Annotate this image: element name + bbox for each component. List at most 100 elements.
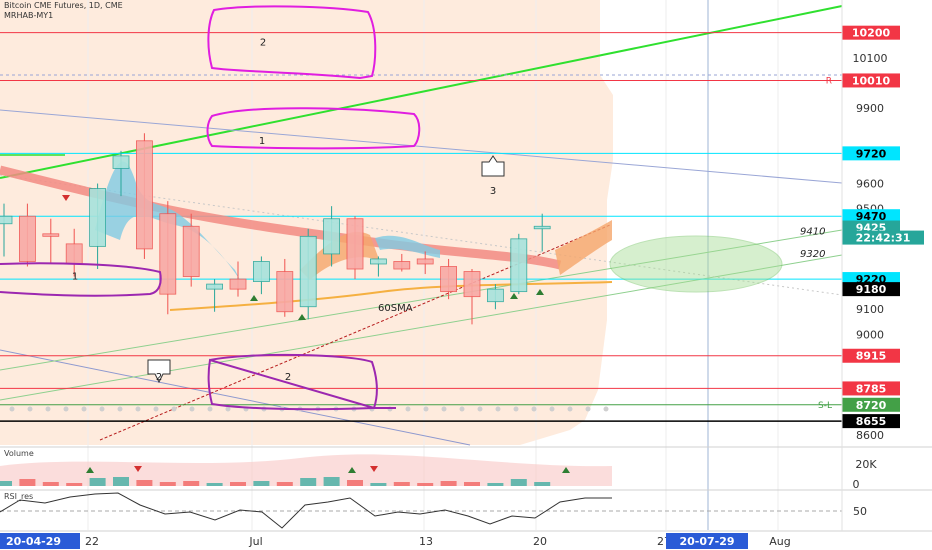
volume-bar [159,482,176,486]
volume-bar [417,483,434,486]
dot-marker [585,406,591,412]
price-label-box-2 [842,146,900,161]
x-label-0: 20-04-29 [6,535,61,548]
price-label-box-9 [842,381,900,396]
sma60-line [169,281,613,311]
price-tick-5: 9000 [856,328,884,341]
volume-bar [464,482,480,486]
annotation-text-1: 9320 [800,249,825,260]
volume-tick-1: 0 [853,478,860,491]
candle-body [440,266,458,293]
candle-body [89,188,106,247]
annotation-text-2: 60SMA [378,303,413,314]
candle-body [112,155,130,169]
annotation-text-7: 2 [156,372,162,383]
volume-area [0,454,612,486]
price-tick-1: 9900 [856,102,884,115]
candle-body [18,215,36,262]
rsi-line [0,492,612,529]
price-label-3: 9470 [856,210,887,223]
signal-marker [62,195,70,201]
cloud-ribbon-blue-2 [375,235,440,258]
volume-bar [253,481,270,486]
candle-body [510,238,528,293]
volume-bar [393,482,410,486]
price-label-8: 8915 [856,350,887,363]
volume-bar [300,478,317,486]
dot-marker [135,406,141,412]
candle-body [276,271,294,313]
x-label-box-6 [666,533,748,549]
candle-body [299,235,317,308]
x-label-7: Aug [769,535,790,548]
callout-bubble-2 [147,359,171,384]
x-label-1: 22 [85,535,99,548]
signal-marker [510,293,518,299]
trend-line-blue-lower [0,349,471,446]
price-label-tag-10: S-L [818,401,832,411]
dot-marker [567,406,573,412]
signal-marker [250,295,258,301]
volume-bar [0,481,12,486]
candle-body [229,278,247,290]
dot-marker [225,406,231,412]
price-tick-2: 9600 [856,178,884,191]
dot-marker [189,406,195,412]
rsi-label: RSI_res [4,492,34,501]
volume-bar [487,483,504,486]
volume-marker [134,466,142,472]
price-label-2: 9720 [856,147,887,160]
volume-bar [230,482,246,486]
candle-body [393,261,411,270]
dot-marker [441,406,447,412]
dot-marker [171,406,177,412]
volume-bar [510,479,527,486]
price-tick-0: 10100 [853,52,888,65]
candle-body [252,261,270,282]
volume-label: Volume [4,449,34,458]
volume-bar [89,478,106,486]
volume-marker [86,467,94,473]
volume-bar [136,480,153,486]
dot-marker [45,406,51,412]
projection-zone [0,0,613,445]
price-label-box-1 [842,73,900,88]
dot-marker [63,406,69,412]
dot-marker [495,406,501,412]
volume-bar [440,481,457,486]
candle-body [0,215,13,225]
dot-marker [207,406,213,412]
x-label-2: Jul [248,535,262,548]
volume-tick-0: 20K [855,458,877,471]
volume-bar [19,479,36,486]
annotation-text-5: 1 [72,272,78,283]
volume-bar [534,482,551,486]
x-label-box-0 [0,533,80,549]
volume-bar [42,482,59,486]
annotation-box-1-left [0,262,162,297]
price-label-box-5 [842,230,924,245]
callout-bubble-3 [481,155,505,177]
price-label-11: 8655 [856,415,887,428]
price-label-box-11 [842,414,900,429]
dot-marker [99,406,105,412]
dot-marker [81,406,87,412]
volume-marker [562,467,570,473]
cloud-ribbon-orange-2 [555,220,612,275]
trend-line-blue-upper [0,109,843,184]
rsi-tick-0: 50 [853,505,867,518]
dot-marker [423,406,429,412]
annotation-box-1-top [206,107,421,150]
candle-body [486,288,504,303]
price-label-tag-1: R [826,76,832,86]
dot-marker [405,406,411,412]
volume-bar [276,482,293,486]
price-tick-6: 8600 [856,429,884,442]
candle-body [369,258,387,265]
volume-bar [323,477,340,486]
price-label-5: 22:42:31 [856,232,911,245]
volume-bar [113,477,129,486]
volume-bar [370,483,387,486]
dot-marker [513,406,519,412]
